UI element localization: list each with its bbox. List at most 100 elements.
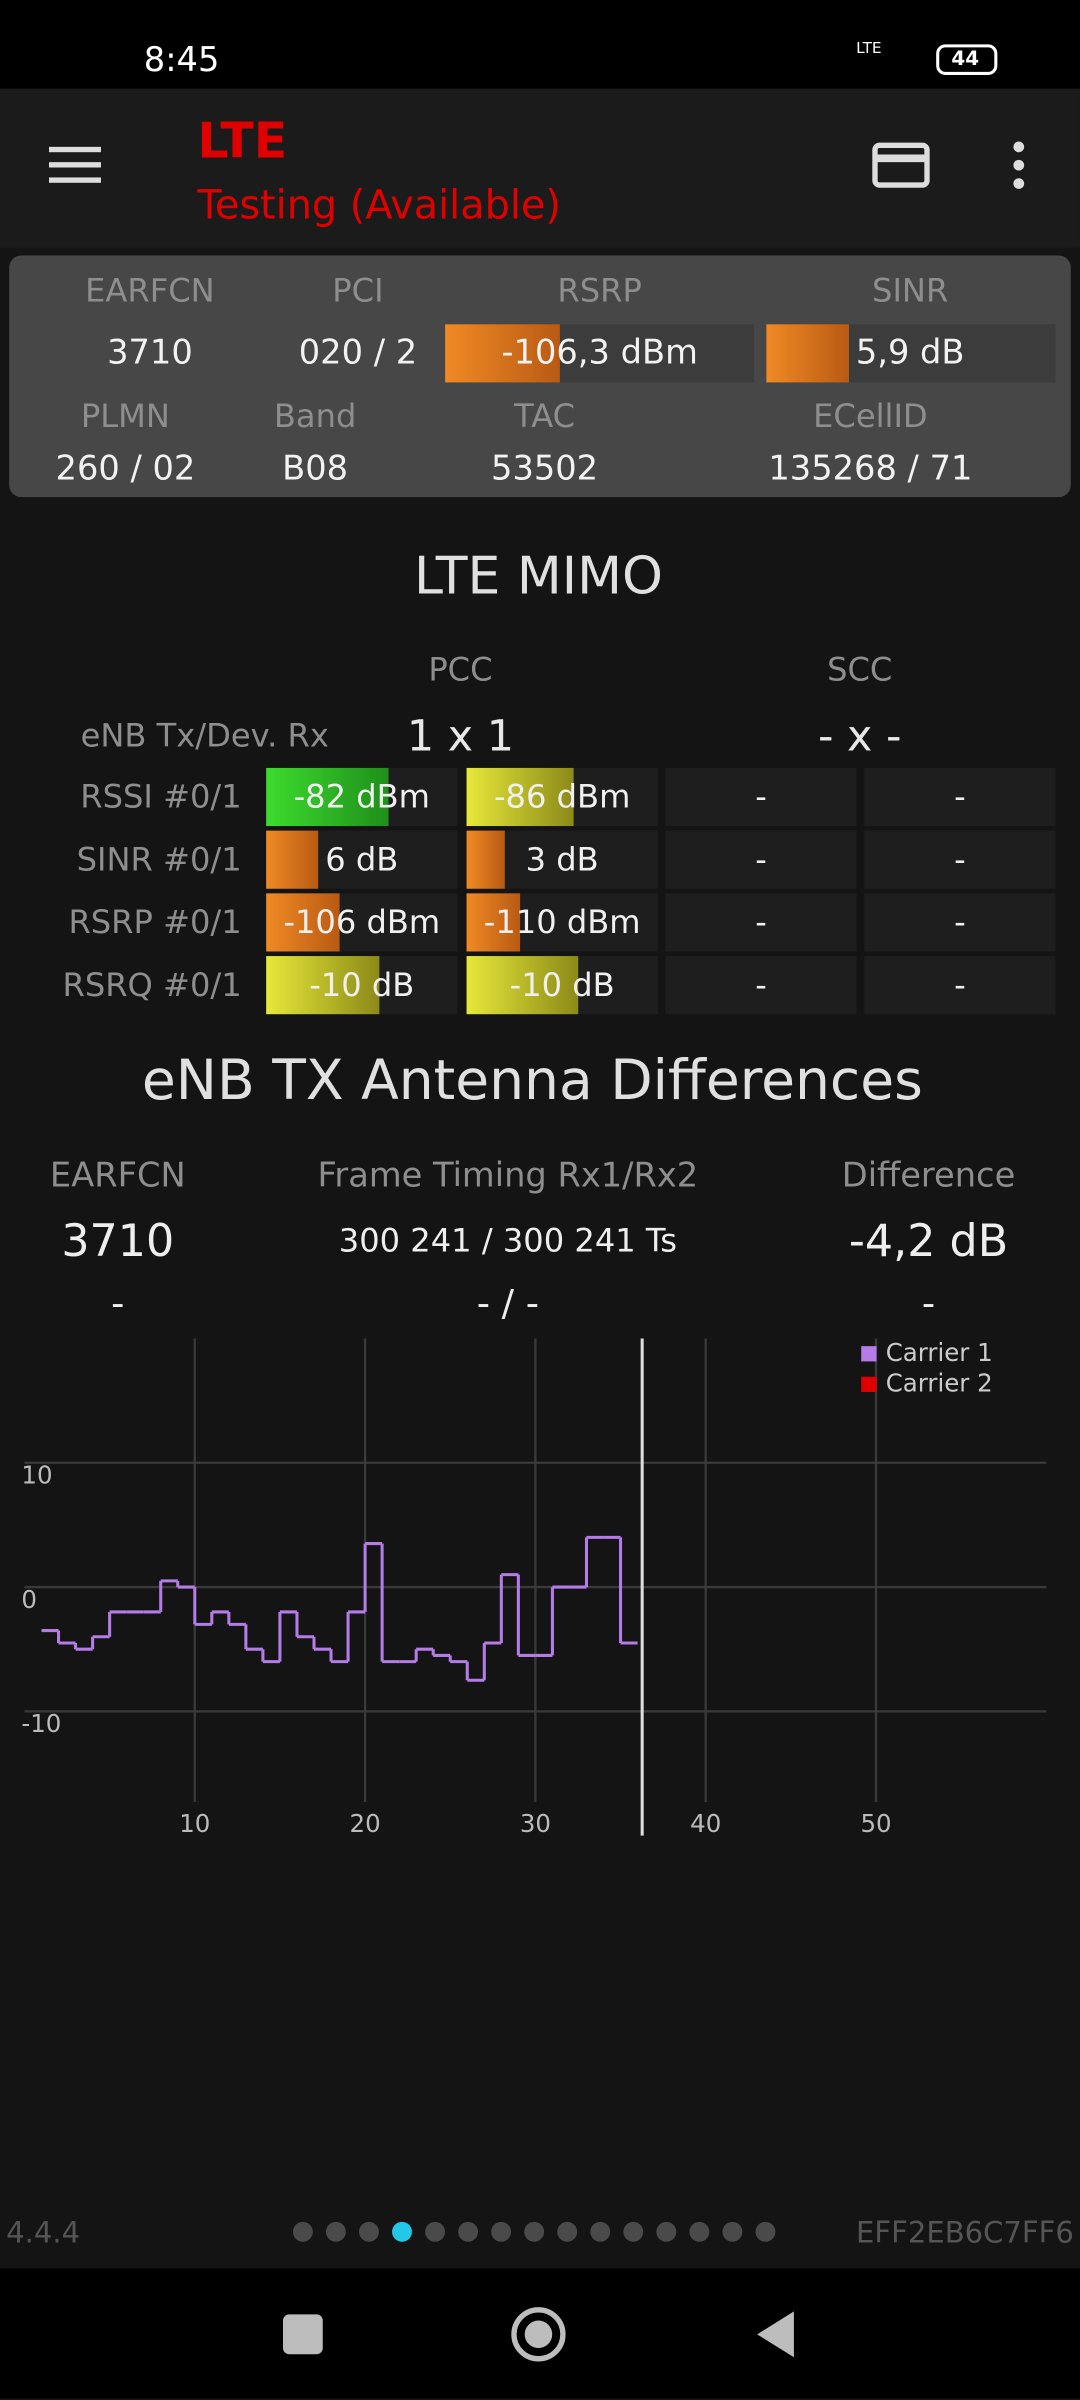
summary-value: 53502 — [491, 450, 599, 489]
y-tick-label: -10 — [21, 1709, 61, 1738]
recents-button[interactable] — [282, 2314, 323, 2355]
cell: - — [665, 893, 857, 952]
nav-buttons — [282, 2307, 794, 2362]
x-tick-label: 50 — [860, 1809, 891, 1838]
sinr-bar — [766, 324, 1056, 383]
cell: - — [665, 767, 857, 827]
row-label: SINR #0/1 — [76, 841, 242, 879]
antenna-value: - — [921, 1281, 936, 1325]
cell: - — [665, 830, 857, 889]
cell-value: -110 dBm — [483, 904, 641, 941]
antenna-value: 3710 — [61, 1214, 175, 1267]
legend-swatch — [861, 1376, 877, 1393]
summary-value: 260 / 02 — [55, 450, 196, 489]
cell: - — [864, 767, 1056, 827]
cell-value: - — [954, 778, 966, 816]
cell-value: -10 dB — [509, 966, 615, 1004]
app-bar — [0, 88, 1080, 248]
row-label: eNB Tx/Dev. Rx — [80, 717, 329, 755]
back-button[interactable] — [757, 2311, 794, 2358]
summary-value: -106,3 dBm — [501, 334, 698, 373]
y-tick-label: 0 — [21, 1585, 37, 1614]
status-bar — [0, 0, 1080, 89]
cell-value: 6 dB — [325, 841, 399, 879]
cell-value: -82 dBm — [293, 778, 430, 816]
clock: 8:45 — [143, 42, 220, 81]
card-button[interactable] — [872, 141, 933, 190]
summary-label: RSRP — [557, 272, 642, 309]
battery — [936, 44, 998, 75]
overflow-button[interactable] — [1010, 141, 1028, 193]
app-title: LTE — [197, 111, 288, 170]
config-value: 1 x 1 — [406, 710, 514, 762]
x-tick-label: 10 — [179, 1809, 210, 1838]
summary-label: ECellID — [813, 397, 928, 435]
antenna-value: - — [111, 1281, 125, 1325]
x-tick-label: 40 — [690, 1809, 721, 1838]
device-id: EFF2EB6C7FF6 — [856, 2216, 1074, 2251]
antenna-value: 300 241 / 300 241 Ts — [338, 1222, 677, 1259]
cell: - — [864, 830, 1056, 889]
battery-level: 44 — [951, 48, 980, 72]
network-type: LTE — [856, 40, 882, 58]
y-tick-label: 10 — [21, 1461, 52, 1490]
cell-value: -106 dBm — [283, 904, 441, 941]
cell: -110 dBm — [466, 893, 658, 952]
column-header: PCC — [428, 651, 493, 689]
cell-value: - — [755, 904, 767, 941]
cell: - — [864, 893, 1056, 952]
summary-value: B08 — [282, 450, 349, 489]
summary-label: PLMN — [80, 397, 170, 435]
cell: -82 dBm — [266, 767, 458, 827]
page-indicator — [292, 2221, 776, 2242]
column-header: SCC — [827, 651, 893, 689]
menu-button[interactable] — [48, 144, 104, 187]
summary-label: Band — [273, 397, 357, 435]
summary-value: 5,9 dB — [855, 334, 965, 373]
summary-value: 3710 — [107, 334, 193, 373]
cell-value: - — [755, 966, 767, 1004]
row-label: RSSI #0/1 — [80, 778, 242, 816]
summary-label: SINR — [872, 272, 949, 309]
version: 4.4.4 — [6, 2216, 81, 2251]
cell: -86 dBm — [466, 767, 658, 827]
summary-label: PCI — [332, 272, 384, 309]
legend-swatch — [861, 1346, 877, 1362]
column-header: Frame Timing Rx1/Rx2 — [317, 1157, 699, 1196]
config-value: - x - — [817, 710, 902, 762]
row-label: RSRP #0/1 — [68, 904, 242, 941]
summary-value: 135268 / 71 — [768, 450, 973, 489]
cell-value: - — [755, 778, 767, 816]
legend-label: Carrier 1 — [886, 1338, 993, 1367]
x-tick-label: 20 — [350, 1809, 381, 1838]
antenna-value: - / - — [476, 1281, 539, 1325]
cell-value: 3 dB — [525, 841, 599, 879]
cell-value: - — [954, 841, 966, 879]
home-button[interactable] — [511, 2307, 566, 2362]
cell: -106 dBm — [266, 893, 458, 952]
app-subtitle: Testing (Available) — [197, 183, 561, 230]
cell: 3 dB — [466, 830, 658, 889]
row-label: RSRQ #0/1 — [62, 966, 242, 1004]
summary-value: 020 / 2 — [298, 334, 418, 373]
rsrp-bar — [445, 324, 755, 383]
cell: -10 dB — [266, 956, 458, 1015]
cell: 6 dB — [266, 830, 458, 889]
legend-label: Carrier 2 — [886, 1368, 993, 1397]
cell-value: - — [755, 841, 767, 879]
column-header: EARFCN — [49, 1157, 186, 1196]
antenna-value: -4,2 dB — [848, 1214, 1009, 1267]
cell: - — [665, 956, 857, 1015]
cell-value: - — [954, 966, 966, 1004]
cell-value: -86 dBm — [493, 778, 631, 816]
section-title: eNB TX Antenna Differences — [141, 1050, 923, 1113]
x-tick-label: 30 — [520, 1809, 551, 1838]
column-header: Difference — [841, 1157, 1016, 1196]
section-title: LTE MIMO — [413, 546, 663, 608]
summary-label: TAC — [514, 397, 576, 435]
summary-label: EARFCN — [85, 272, 215, 309]
cell: -10 dB — [466, 956, 658, 1015]
cell: - — [864, 956, 1056, 1015]
